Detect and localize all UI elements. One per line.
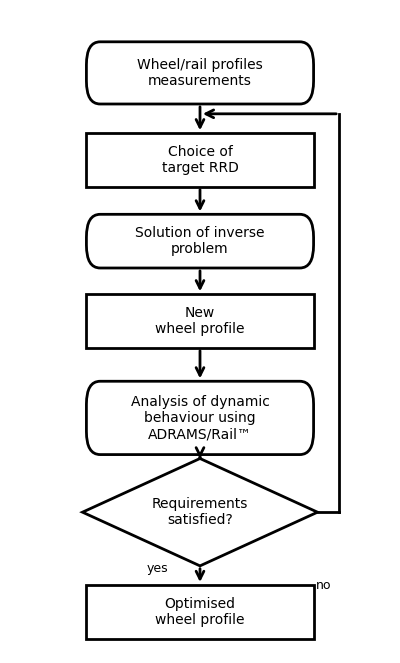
Text: New
wheel profile: New wheel profile [155,306,245,336]
FancyBboxPatch shape [86,133,314,187]
Text: Solution of inverse
problem: Solution of inverse problem [135,226,265,257]
Text: Requirements
satisfied?: Requirements satisfied? [152,497,248,527]
FancyBboxPatch shape [86,294,314,348]
Text: Analysis of dynamic
behaviour using
ADRAMS/Rail™: Analysis of dynamic behaviour using ADRA… [130,394,270,441]
FancyBboxPatch shape [86,585,314,638]
Text: Choice of
target RRD: Choice of target RRD [162,145,238,175]
Polygon shape [82,459,318,566]
Text: Optimised
wheel profile: Optimised wheel profile [155,597,245,627]
FancyBboxPatch shape [86,381,314,455]
FancyBboxPatch shape [86,214,314,268]
Text: yes: yes [147,562,169,575]
FancyBboxPatch shape [86,42,314,104]
Text: Wheel/rail profiles
measurements: Wheel/rail profiles measurements [137,58,263,88]
Text: no: no [316,579,331,592]
